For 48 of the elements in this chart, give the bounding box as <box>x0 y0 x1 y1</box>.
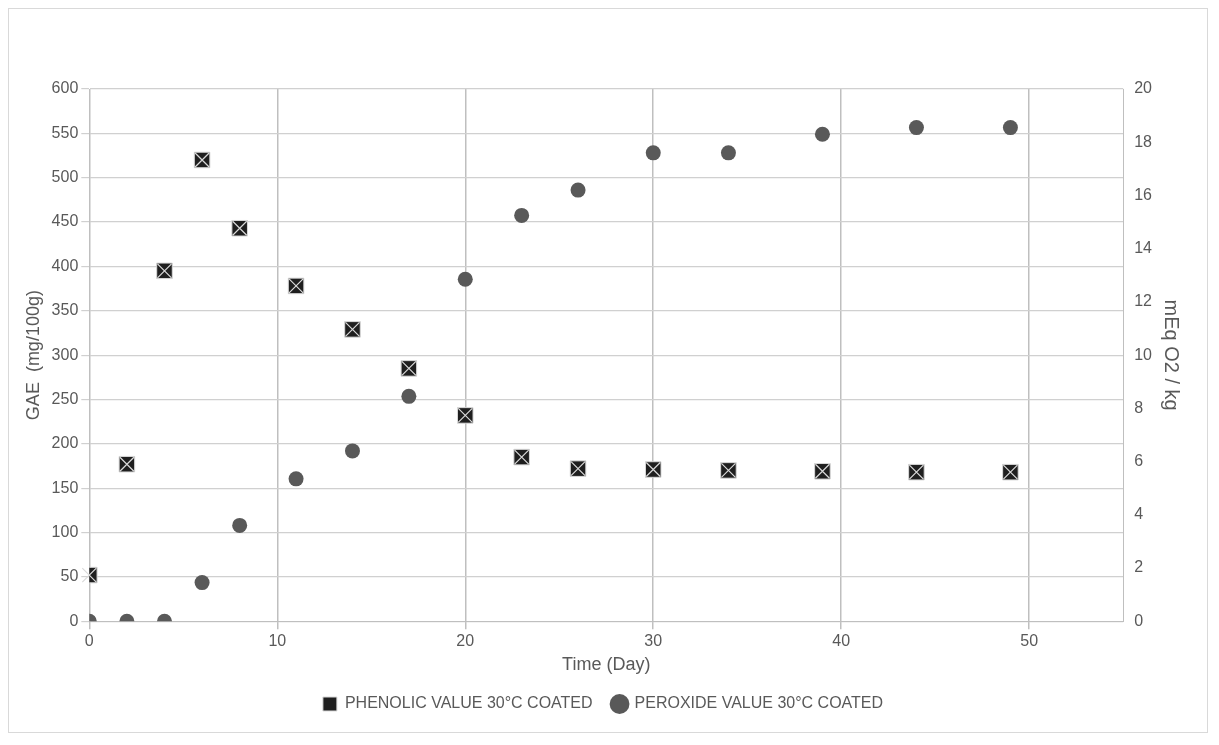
y2-tick-label: 10 <box>1134 345 1153 363</box>
y2-tick-label: 12 <box>1134 292 1153 310</box>
point <box>720 145 736 161</box>
point <box>457 271 473 287</box>
y2-tick-label: 16 <box>1134 185 1153 203</box>
point <box>344 443 360 459</box>
y2-tick-label: 0 <box>1134 611 1144 629</box>
y-tick-label: 250 <box>51 389 79 407</box>
y-tick-label: 0 <box>69 611 79 629</box>
y2-tick-label: 18 <box>1134 132 1153 150</box>
x-tick-label: 20 <box>456 632 475 650</box>
y-tick-label: 600 <box>51 79 79 97</box>
y-axis-title: GAE (mg/100g) <box>22 290 43 421</box>
x-tick-label: 50 <box>1020 632 1039 650</box>
y-tick-label: 50 <box>60 567 79 585</box>
y-tick-label: 350 <box>51 301 79 319</box>
y-tick-label: 450 <box>51 212 79 230</box>
y-tick-label: 200 <box>51 434 79 452</box>
y2-axis-title: mEq O2 / kg <box>1161 299 1184 411</box>
point <box>401 388 417 404</box>
legend-label: PEROXIDE VALUE 30°C COATED <box>634 694 884 712</box>
x-tick-label: 0 <box>84 632 94 650</box>
y-tick-label: 150 <box>51 478 79 496</box>
y2-tick-label: 14 <box>1134 239 1153 257</box>
point <box>570 182 586 198</box>
point <box>514 207 530 223</box>
x-tick-label: 40 <box>832 632 851 650</box>
point <box>908 120 924 136</box>
point <box>1002 120 1018 136</box>
point <box>194 575 210 591</box>
y-tick-label: 500 <box>51 168 79 186</box>
x-tick-label: 10 <box>268 632 287 650</box>
y2-tick-label: 2 <box>1134 558 1144 576</box>
x-tick-label: 30 <box>644 632 663 650</box>
y-tick-label: 300 <box>51 345 79 363</box>
y-tick-label: 400 <box>51 256 79 274</box>
y2-tick-label: 20 <box>1134 79 1153 97</box>
legend-label: PHENOLIC VALUE 30°C COATED <box>344 694 593 712</box>
y-tick-label: 550 <box>51 123 79 141</box>
y2-tick-label: 8 <box>1134 398 1144 416</box>
y2-tick-label: 6 <box>1134 451 1144 469</box>
point <box>288 471 304 487</box>
y-tick-label: 100 <box>51 522 79 540</box>
point <box>232 517 248 533</box>
x-axis-title: Time (Day) <box>562 654 651 675</box>
y2-tick-label: 4 <box>1134 505 1144 523</box>
point <box>814 126 830 142</box>
point <box>645 145 661 161</box>
